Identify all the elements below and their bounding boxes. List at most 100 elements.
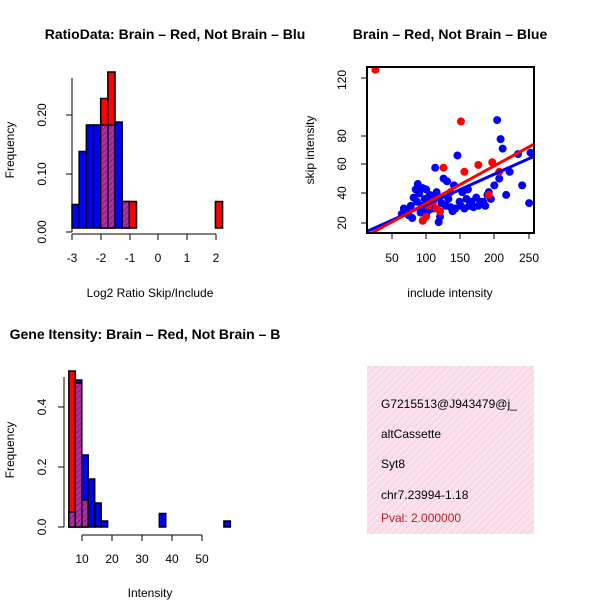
x-tick-label: 2: [213, 251, 220, 265]
event-id: G7215513@J943479@j_: [381, 397, 517, 411]
brain-point: [484, 190, 493, 199]
brain-point: [371, 67, 380, 74]
not-brain-bar: [100, 520, 109, 528]
intensity-histogram-y-label: Frequency: [3, 422, 17, 479]
not-brain-point: [525, 199, 534, 208]
y-tick-label: 60: [335, 157, 349, 171]
x-tick-label: 20: [105, 552, 119, 566]
not-brain-point: [406, 201, 415, 210]
ratio-histogram-title: RatioData: Brain – Red, Not Brain – Blu: [45, 26, 306, 42]
intensity-scatter: Brain – Red, Not Brain – Blue 50 100 150…: [303, 26, 547, 300]
not-brain-bar: [85, 124, 95, 229]
y-tick-label: 20: [335, 216, 349, 230]
brain-point: [436, 207, 445, 216]
overlap-bar: [68, 511, 77, 528]
not-brain-point: [502, 190, 511, 199]
x-tick-label: 50: [195, 552, 209, 566]
y-tick-label: 80: [335, 129, 349, 143]
brain-point: [474, 160, 483, 169]
x-tick-label: 50: [385, 251, 399, 265]
not-brain-bar: [114, 121, 123, 229]
genomic-location: chr7.23994-1.18: [381, 488, 469, 502]
brain-fit-line: [368, 142, 534, 233]
event-info-box: G7215513@J943479@j_ altCassette Syt8 chr…: [367, 366, 534, 534]
x-tick-label: 200: [484, 251, 504, 265]
ratio-histogram-x-ticks: -3 -2 -1 0 1 2: [67, 234, 220, 265]
info-background: [367, 366, 534, 534]
not-brain-point: [496, 135, 505, 144]
intensity-histogram: Gene Itensity: Brain – Red, Not Brain – …: [3, 326, 280, 600]
brain-point: [460, 167, 469, 176]
overlap-bar: [81, 499, 89, 528]
overlap-bar: [74, 382, 83, 528]
x-tick-label: 1: [184, 251, 191, 265]
x-tick-label: -3: [67, 251, 78, 265]
not-brain-point: [518, 181, 527, 190]
x-tick-label: 30: [135, 552, 149, 566]
brain-point: [422, 212, 431, 221]
y-tick-label: 0.20: [35, 103, 49, 127]
ratio-histogram: RatioData: Brain – Red, Not Brain – Blu …: [3, 26, 305, 300]
not-brain-point: [432, 188, 441, 197]
not-brain-bar: [78, 150, 88, 229]
y-tick-label: 0.00: [35, 220, 49, 244]
not-brain-bar: [93, 502, 102, 528]
x-tick-label: -2: [96, 251, 107, 265]
intensity-histogram-x-label: Intensity: [128, 586, 173, 600]
ratio-histogram-y-ticks: 0.00 0.10 0.20: [35, 103, 72, 244]
event-type: altCassette: [381, 427, 441, 441]
brain-point: [439, 163, 448, 172]
y-tick-label: 0.0: [35, 518, 49, 535]
scatter-x-ticks: 50 100 150 200 250: [385, 233, 539, 265]
ratio-histogram-y-label: Frequency: [3, 122, 17, 179]
intensity-histogram-bars: [68, 370, 232, 528]
scatter-x-label: include intensity: [407, 286, 492, 300]
x-tick-label: 0: [155, 251, 162, 265]
x-tick-label: -1: [125, 251, 136, 265]
scatter-y-ticks: 20 40 60 80 120: [335, 70, 367, 230]
not-brain-bar: [223, 520, 232, 528]
not-brain-point: [495, 174, 504, 183]
brain-bar: [128, 200, 138, 229]
y-tick-label: 0.2: [35, 458, 49, 475]
ratio-histogram-bars: [71, 71, 224, 229]
overlap-bar: [121, 200, 131, 229]
ratio-histogram-x-label: Log2 Ratio Skip/Include: [87, 286, 214, 300]
not-brain-point: [526, 148, 534, 157]
scatter-marks: [367, 67, 534, 233]
overlap-bar: [99, 124, 109, 229]
overlap-bar: [107, 124, 116, 229]
brain-point: [456, 117, 465, 126]
y-tick-label: 0.4: [35, 398, 49, 415]
not-brain-point: [443, 177, 452, 186]
not-brain-point: [490, 181, 499, 190]
p-value: Pval: 2.000000: [381, 511, 461, 525]
not-brain-point: [481, 201, 490, 210]
x-tick-label: 150: [450, 251, 470, 265]
intensity-histogram-y-ticks: 0.0 0.2 0.4: [35, 398, 64, 535]
not-brain-bar: [92, 124, 102, 229]
x-tick-label: 40: [165, 552, 179, 566]
y-tick-label: 0.10: [35, 162, 49, 186]
brain-bar: [214, 200, 224, 229]
scatter-y-label: skip intensity: [303, 116, 317, 185]
x-tick-label: 100: [416, 251, 436, 265]
gene-name: Syt8: [381, 457, 405, 471]
not-brain-bar: [87, 478, 96, 528]
x-tick-label: 10: [75, 552, 89, 566]
not-brain-point: [408, 214, 417, 223]
intensity-histogram-x-ticks: 10 20 30 40 50: [75, 535, 209, 566]
not-brain-bar: [71, 203, 80, 229]
brain-bar: [68, 370, 77, 528]
not-brain-point: [493, 116, 502, 125]
not-brain-point: [453, 151, 462, 160]
y-tick-label: 120: [335, 70, 349, 90]
not-brain-point: [498, 144, 507, 153]
y-tick-label: 40: [335, 186, 349, 200]
intensity-histogram-title: Gene Itensity: Brain – Red, Not Brain – …: [10, 326, 281, 342]
scatter-title: Brain – Red, Not Brain – Blue: [353, 26, 548, 42]
not-brain-point: [431, 163, 440, 172]
not-brain-bar: [158, 512, 167, 528]
scatter-frame: [366, 66, 535, 234]
